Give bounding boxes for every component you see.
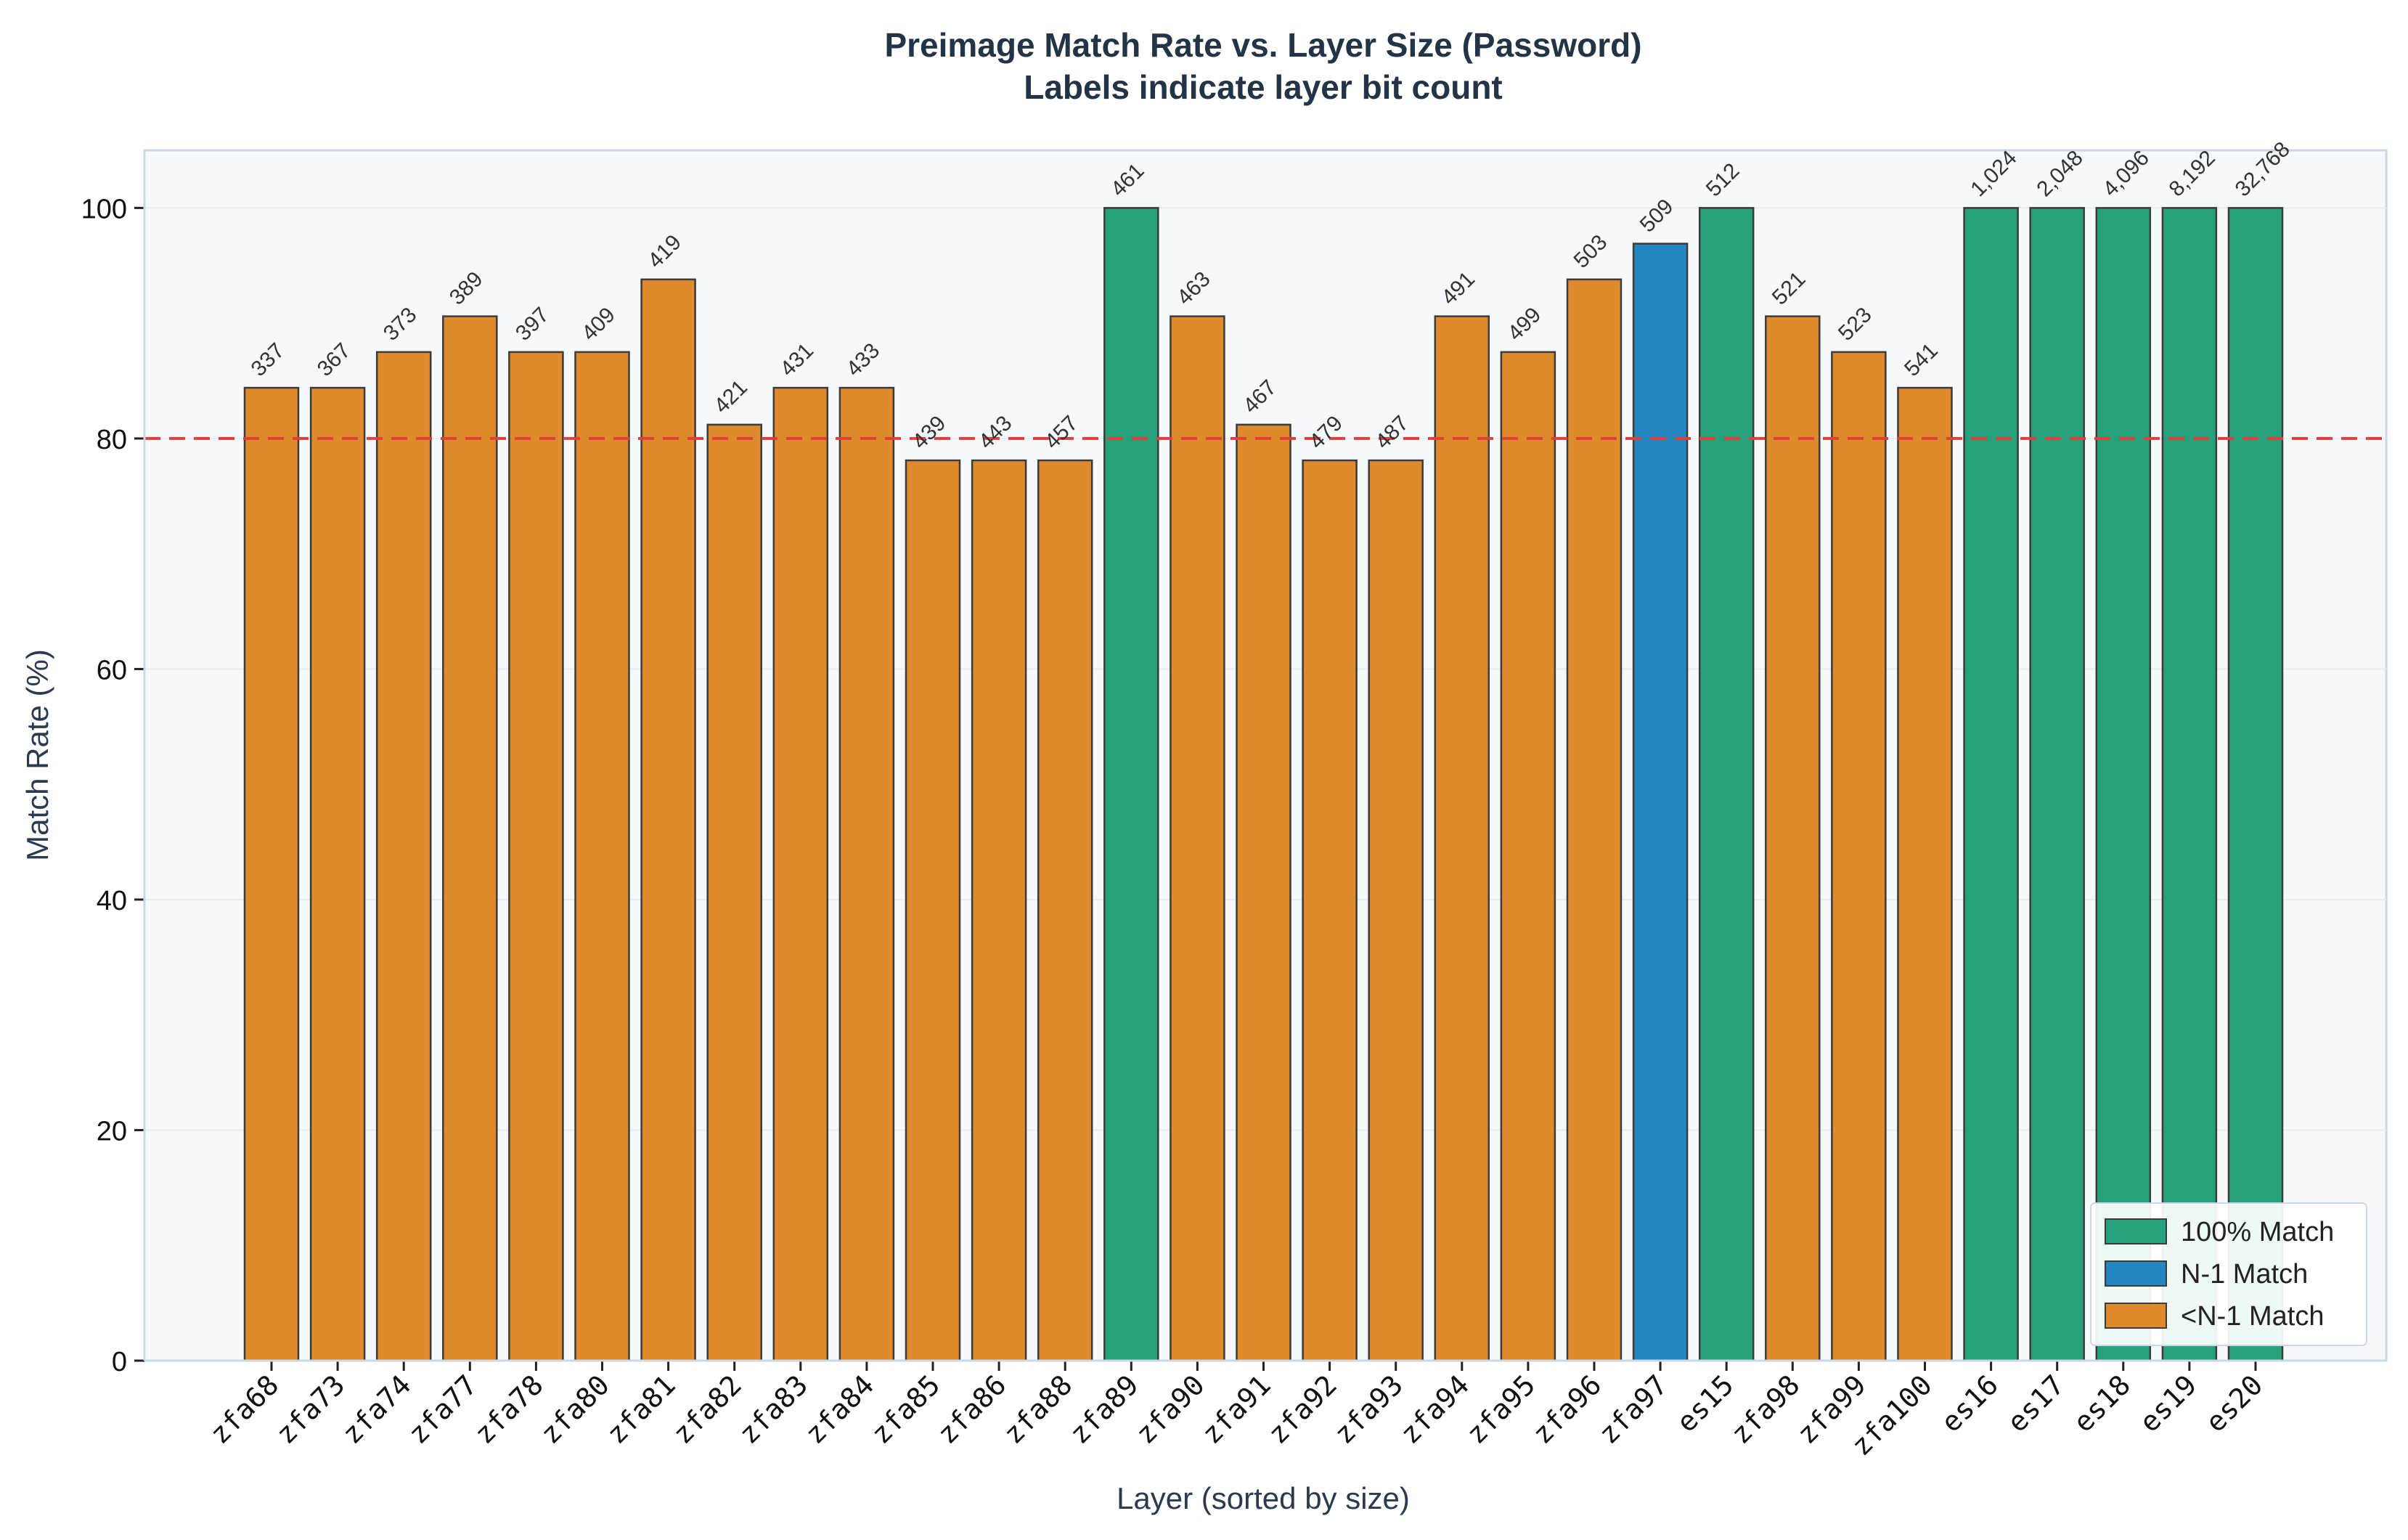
bar-es20 bbox=[2227, 207, 2284, 1362]
x-tick-label: zfa83 bbox=[732, 1369, 814, 1450]
legend-label-full: 100% Match bbox=[2181, 1217, 2334, 1247]
x-tick-label: zfa89 bbox=[1064, 1369, 1145, 1450]
legend-label-partial: <N-1 Match bbox=[2181, 1301, 2324, 1332]
bar-es19 bbox=[2161, 207, 2218, 1362]
x-axis-label: Layer (sorted by size) bbox=[1117, 1481, 1410, 1515]
y-tick-label: 60 bbox=[97, 655, 127, 685]
x-tick-label: zfa80 bbox=[534, 1369, 616, 1450]
x-tick-label: zfa97 bbox=[1592, 1369, 1673, 1450]
bar-zfa91 bbox=[1236, 423, 1291, 1362]
bar-zfa95 bbox=[1500, 351, 1556, 1362]
bar-zfa98 bbox=[1765, 315, 1821, 1362]
bar-zfa97 bbox=[1632, 243, 1689, 1362]
bar-zfa94 bbox=[1434, 315, 1490, 1362]
bar-zfa84 bbox=[838, 386, 895, 1362]
x-tick-label: zfa82 bbox=[666, 1369, 748, 1450]
x-tick-label: zfa84 bbox=[799, 1369, 880, 1450]
bar-zfa96 bbox=[1566, 278, 1623, 1362]
chart-subtitle: Labels indicate layer bit count bbox=[1024, 68, 1503, 106]
x-tick-label: es17 bbox=[2001, 1369, 2070, 1438]
bar-es16 bbox=[1963, 207, 2019, 1362]
bar-zfa89 bbox=[1103, 207, 1159, 1362]
legend-swatch-partial bbox=[2105, 1303, 2167, 1329]
x-tick-label: zfa95 bbox=[1460, 1369, 1541, 1450]
bar-es15 bbox=[1698, 207, 1755, 1362]
y-tick-label: 100 bbox=[81, 194, 127, 224]
x-tick-label: zfa92 bbox=[1262, 1369, 1343, 1450]
bar-zfa92 bbox=[1302, 459, 1358, 1362]
legend-swatch-full bbox=[2105, 1218, 2167, 1244]
x-tick-label: es16 bbox=[1935, 1369, 2004, 1438]
y-tick-label: 20 bbox=[97, 1116, 127, 1146]
bar-zfa90 bbox=[1170, 315, 1225, 1362]
y-axis-label: Match Rate (%) bbox=[20, 649, 54, 861]
bar-zfa85 bbox=[905, 459, 961, 1362]
bar-zfa77 bbox=[442, 315, 498, 1362]
x-tick-label: zfa74 bbox=[336, 1369, 417, 1450]
x-tick-label: es20 bbox=[2200, 1369, 2269, 1438]
bar-zfa73 bbox=[309, 386, 366, 1362]
x-tick-label: zfa90 bbox=[1130, 1369, 1211, 1450]
bar-zfa88 bbox=[1037, 459, 1093, 1362]
x-tick-label: zfa98 bbox=[1725, 1369, 1806, 1450]
x-tick-label: zfa77 bbox=[402, 1369, 483, 1450]
y-tick-label: 0 bbox=[112, 1347, 127, 1377]
y-tick-label: 80 bbox=[97, 425, 127, 455]
x-tick-label: zfa73 bbox=[269, 1369, 351, 1450]
x-tick-label: zfa81 bbox=[600, 1369, 682, 1450]
x-tick-label: zfa85 bbox=[865, 1369, 946, 1450]
x-tick-label: zfa94 bbox=[1394, 1369, 1475, 1450]
chart-title: Preimage Match Rate vs. Layer Size (Pass… bbox=[884, 26, 1641, 64]
x-tick-label: zfa88 bbox=[997, 1369, 1079, 1450]
bar-zfa100 bbox=[1897, 386, 1953, 1362]
bar-zfa99 bbox=[1831, 351, 1887, 1362]
bar-zfa86 bbox=[971, 459, 1027, 1362]
x-tick-label: zfa93 bbox=[1328, 1369, 1409, 1450]
bar-zfa80 bbox=[574, 351, 630, 1362]
x-tick-label: es18 bbox=[2067, 1369, 2136, 1438]
bar-zfa74 bbox=[375, 351, 432, 1362]
bar-zfa93 bbox=[1368, 459, 1424, 1362]
x-axis: zfa68zfa73zfa74zfa77zfa78zfa80zfa81zfa82… bbox=[144, 1359, 2386, 1462]
x-tick-label: zfa91 bbox=[1196, 1369, 1277, 1450]
bar-zfa83 bbox=[772, 386, 829, 1362]
y-axis: 0 20 40 60 80 100 bbox=[81, 150, 146, 1377]
bar-zfa78 bbox=[508, 351, 564, 1362]
bar-zfa82 bbox=[706, 423, 762, 1362]
x-tick-label: zfa68 bbox=[203, 1369, 285, 1450]
bar-es18 bbox=[2095, 207, 2152, 1362]
bar-zfa81 bbox=[640, 278, 696, 1362]
x-tick-label: zfa78 bbox=[468, 1369, 550, 1450]
x-tick-label: zfa86 bbox=[931, 1369, 1012, 1450]
legend-label-n1: N-1 Match bbox=[2181, 1259, 2308, 1290]
bar-es17 bbox=[2029, 207, 2085, 1362]
x-tick-label: zfa96 bbox=[1526, 1369, 1607, 1450]
x-tick-label: es19 bbox=[2133, 1369, 2203, 1438]
y-tick-label: 40 bbox=[97, 886, 127, 916]
legend-swatch-n1 bbox=[2105, 1260, 2167, 1287]
legend: 100% Match N-1 Match <N-1 Match bbox=[2090, 1202, 2367, 1346]
bars bbox=[243, 207, 2284, 1362]
bar-zfa68 bbox=[243, 386, 300, 1362]
